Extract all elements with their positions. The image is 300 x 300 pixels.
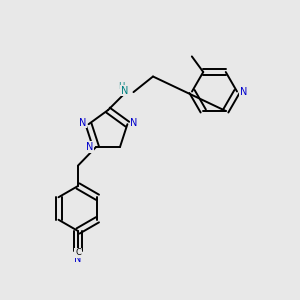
Text: N: N [121,85,128,96]
Text: H: H [118,82,124,91]
Text: N: N [79,118,86,128]
Text: N: N [86,142,94,152]
Text: N: N [74,254,82,264]
Text: C: C [75,248,81,257]
Text: N: N [130,118,138,128]
Text: N: N [240,86,247,97]
